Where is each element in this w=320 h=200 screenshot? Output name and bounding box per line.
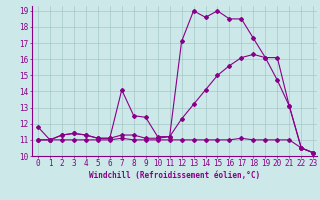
X-axis label: Windchill (Refroidissement éolien,°C): Windchill (Refroidissement éolien,°C) [89, 171, 260, 180]
